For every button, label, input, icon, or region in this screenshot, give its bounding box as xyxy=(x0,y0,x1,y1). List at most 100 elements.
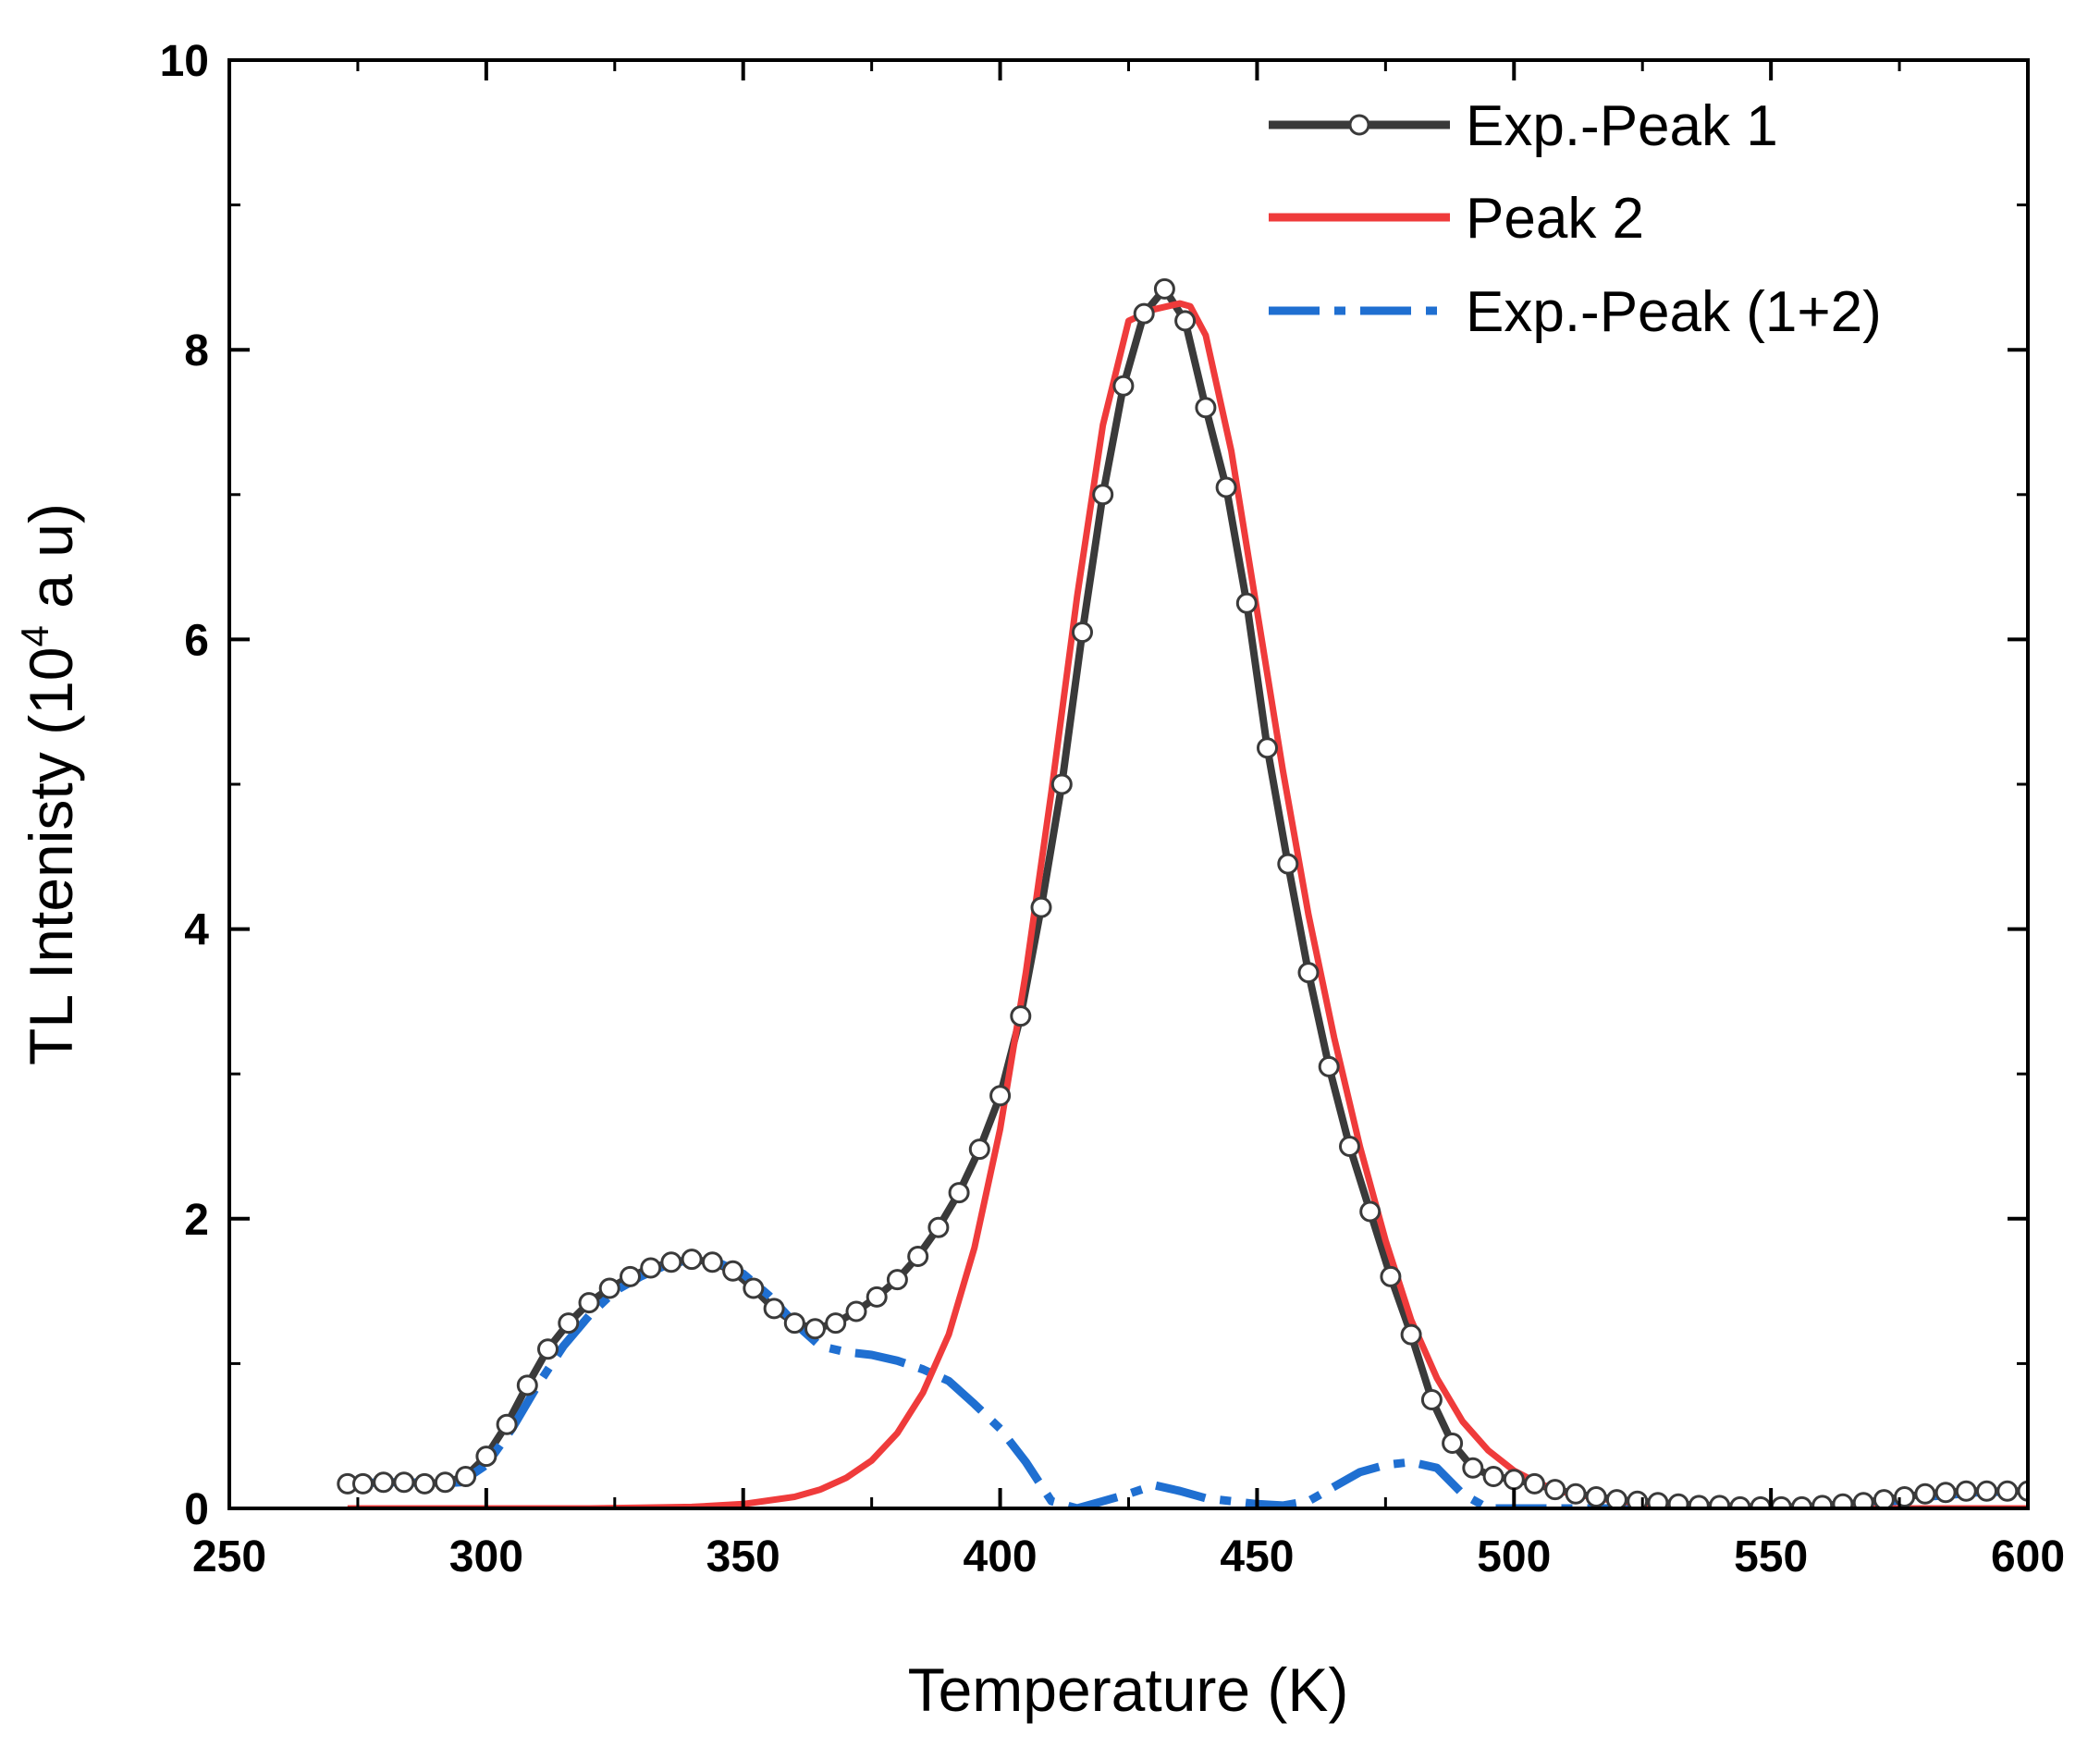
series-exp-peak-1-point xyxy=(1442,1433,1464,1454)
series-exp-peak-1-point xyxy=(1647,1492,1669,1510)
series-exp-peak-1-point xyxy=(763,1298,785,1320)
x-tick-label: 550 xyxy=(1734,1532,1808,1581)
series-exp-peak-1-point xyxy=(907,1246,929,1267)
series-exp-peak-1-point xyxy=(475,1446,497,1468)
series-exp-peak-1-point xyxy=(927,1216,950,1238)
series-exp-peak-1-point xyxy=(393,1471,415,1494)
series-exp-peak-1-point xyxy=(1996,1480,2019,1502)
series-exp-peak-1-point xyxy=(783,1312,805,1335)
series-exp-peak-1-point xyxy=(1072,621,1093,644)
series-exp-peak-1-point xyxy=(1359,1200,1382,1223)
series-exp-peak-1-point xyxy=(1462,1457,1484,1479)
series-exp-peak-1-point xyxy=(1092,484,1114,506)
series-peak-2-line xyxy=(347,300,2028,1510)
series-exp-peak-1-point xyxy=(1852,1492,1874,1510)
series-exp-peak-1-point xyxy=(1565,1482,1587,1505)
series-exp-peak-1-point xyxy=(1050,773,1073,795)
series-exp-peak-1-point xyxy=(1420,1389,1443,1410)
series-exp-peak-1-point xyxy=(1482,1466,1504,1487)
x-tick-label: 250 xyxy=(192,1532,266,1581)
legend: Exp.-Peak 1 Peak 2 Exp.-Peak (1+2) xyxy=(1269,94,1882,344)
y-tick-label: 6 xyxy=(184,616,209,665)
series-exp-peak-1-point xyxy=(1010,1005,1032,1027)
series-exp-peak-1-point xyxy=(352,1472,374,1495)
series-exp-peak-1-point xyxy=(886,1269,908,1291)
series-exp-peak-1-point xyxy=(701,1251,723,1273)
series-exp-peak-1-point xyxy=(989,1085,1012,1107)
ticks-layer: 250 300 350 400 450 500 550 600 0 2 4 6 8 10 xyxy=(160,37,2065,1581)
y-tick-label: 2 xyxy=(184,1196,209,1245)
legend-label-exp-peak-1-2: Exp.-Peak (1+2) xyxy=(1466,280,1882,344)
series-exp-peak-1-point xyxy=(2017,1480,2028,1502)
series-exp-peak-1-point xyxy=(1688,1495,1710,1510)
series-exp-peak-1-point xyxy=(1195,397,1217,419)
x-tick-label: 350 xyxy=(706,1532,780,1581)
series-exp-peak-1-point xyxy=(537,1338,559,1360)
y-tick-label: 4 xyxy=(184,906,209,955)
legend-marker-exp-peak-1 xyxy=(1348,114,1370,136)
series-exp-peak-1-point xyxy=(1524,1472,1545,1495)
series-exp-peak-1-point xyxy=(1318,1055,1340,1077)
series-exp-peak-1-point xyxy=(516,1374,538,1396)
series-exp-peak-1-point xyxy=(1297,962,1320,984)
series-exp-peak-1-point xyxy=(496,1413,518,1435)
x-tick-label: 400 xyxy=(964,1532,1038,1581)
series-exp-peak-1-point xyxy=(1257,737,1278,759)
series-exp-peak-1-point xyxy=(1914,1482,1936,1505)
series-exp-peak-1-point xyxy=(1955,1480,1977,1502)
series-exp-peak-1-point xyxy=(804,1318,826,1340)
series-exp-peak-1-point xyxy=(1544,1479,1566,1501)
x-axis-title: Temperature (K) xyxy=(908,1655,1349,1724)
legend-label-peak-2: Peak 2 xyxy=(1466,187,1644,251)
series-exp-peak-1-point xyxy=(373,1471,395,1494)
y-axis-title-prefix: TL Intenisty (10 xyxy=(17,647,85,1065)
series-exp-peak-1-point xyxy=(1873,1489,1895,1510)
series-exp-peak-1-point xyxy=(1174,310,1197,332)
x-tick-label: 450 xyxy=(1220,1532,1294,1581)
series-exp-peak-1-point xyxy=(434,1471,456,1494)
series-exp-peak-1-point xyxy=(1153,277,1175,300)
y-axis-title: TL Intenisty (104 a u) xyxy=(13,503,85,1065)
series-exp-peak-1-point xyxy=(1235,592,1258,614)
series-exp-peak-1-point xyxy=(598,1277,620,1299)
series-exp-peak-1-point xyxy=(681,1249,703,1271)
series-exp-peak-1-point xyxy=(1934,1482,1957,1504)
series-exp-peak-1-point xyxy=(1605,1489,1627,1510)
series-exp-peak-1-point xyxy=(455,1466,477,1487)
series-exp-peak-1-point xyxy=(1380,1265,1402,1287)
series-exp-peak-1-point xyxy=(578,1292,600,1314)
series-layer xyxy=(337,277,2028,1510)
x-tick-label: 500 xyxy=(1477,1532,1551,1581)
series-exp-peak-1-point xyxy=(1277,853,1299,875)
series-exp-peak-1-point xyxy=(1030,896,1052,918)
y-axis-title-suffix: a u) xyxy=(17,503,85,625)
y-tick-label: 10 xyxy=(160,37,209,86)
series-exp-peak-1-point xyxy=(1112,375,1135,397)
y-tick-label: 0 xyxy=(184,1485,209,1534)
series-exp-peak-1-point xyxy=(948,1182,970,1204)
series-exp-peak-1-point xyxy=(1133,302,1155,325)
series-exp-peak-1-point xyxy=(660,1251,682,1273)
series-exp-peak-1-point xyxy=(558,1312,580,1335)
series-exp-peak-1-point xyxy=(1503,1469,1525,1491)
series-exp-peak-1-point xyxy=(1976,1480,1997,1502)
series-exp-peak-1-point xyxy=(722,1260,744,1282)
series-exp-peak-1-point xyxy=(1709,1495,1731,1510)
series-exp-peak-1-point xyxy=(620,1265,641,1287)
series-exp-peak-1-point xyxy=(825,1312,847,1335)
series-exp-peak-1-point xyxy=(743,1277,765,1299)
x-tick-label: 300 xyxy=(449,1532,523,1581)
series-exp-peak-1-point xyxy=(1667,1493,1689,1510)
series-exp-peak-1-point xyxy=(1215,476,1237,498)
series-exp-peak-1-point xyxy=(866,1286,888,1308)
plot-frame xyxy=(227,58,2030,1510)
series-exp-peak-1-point xyxy=(968,1138,990,1161)
series-exp-peak-1-point xyxy=(640,1257,662,1279)
series-exp-peak-1-line xyxy=(347,285,2028,1510)
series-exp-peak-1-point xyxy=(413,1472,436,1495)
series-exp-peak-1-point xyxy=(1832,1493,1854,1510)
series-exp-peak-1-point xyxy=(1585,1486,1607,1507)
x-tick-label: 600 xyxy=(1991,1532,2065,1581)
series-exp-peak-1-point xyxy=(845,1300,867,1323)
